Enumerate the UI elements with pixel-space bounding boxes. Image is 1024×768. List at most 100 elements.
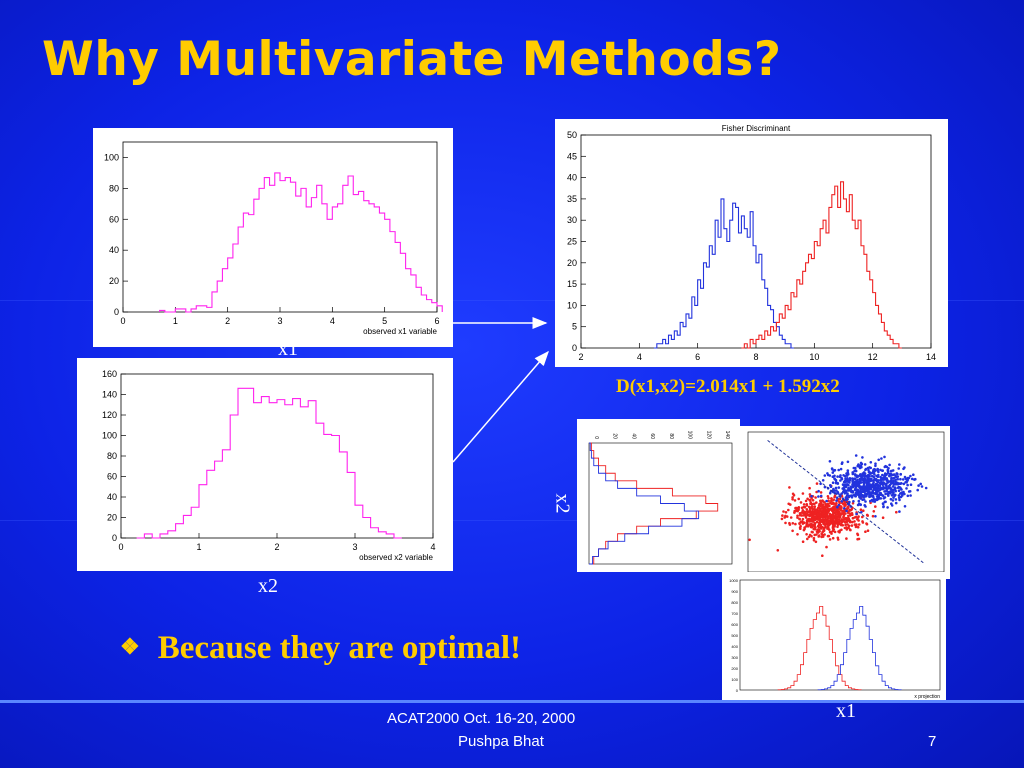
scatter-point-blue	[899, 477, 902, 481]
scatter-point-blue	[819, 482, 822, 486]
scatter-point-blue	[909, 494, 912, 497]
scatter-point-blue	[837, 468, 840, 472]
scatter-point-blue	[910, 477, 914, 481]
scatter-point-red	[830, 499, 833, 503]
scatter-point-blue	[898, 498, 901, 502]
scatter-point-red	[829, 521, 832, 525]
scatter-point-blue	[874, 477, 878, 481]
scatter-point-blue	[894, 489, 897, 493]
scatter-point-blue	[869, 494, 873, 498]
scatter-point-red	[819, 491, 823, 494]
scatter-point-blue	[872, 496, 875, 499]
scatter-point-blue	[875, 488, 878, 491]
scatter-point-blue	[883, 455, 886, 459]
scatter-point-blue	[844, 498, 848, 502]
scatter-point-blue	[864, 492, 867, 496]
bullet-text: Because they are optimal!	[157, 630, 521, 666]
scatter-point-blue	[826, 473, 830, 477]
scatter-point-red	[823, 533, 826, 536]
x2-hist-ytick-label: 140	[102, 390, 117, 400]
scatter-point-red	[851, 516, 855, 520]
scatter-point-red	[833, 494, 837, 498]
projx2-frame	[588, 442, 733, 565]
scatter-point-blue	[863, 490, 866, 494]
scatter-point-red	[794, 506, 798, 510]
scatter-point-blue	[863, 504, 866, 507]
scatter-point-red	[824, 516, 827, 520]
scatter-point-red	[881, 516, 885, 519]
scatter-point-red	[799, 524, 802, 528]
projx1-ytick-label: 200	[731, 666, 738, 671]
scatter-point-blue	[854, 495, 857, 498]
scatter-point-red	[834, 502, 838, 505]
scatter-point-blue	[871, 500, 875, 503]
scatter-point-blue	[850, 494, 854, 497]
scatter-point-blue	[832, 487, 835, 491]
scatter-point-red	[748, 538, 751, 542]
scatter-point-blue	[875, 490, 878, 494]
bullet-point: ❖ Because they are optimal!	[120, 630, 521, 667]
scatter-point-blue	[916, 488, 919, 492]
scatter-point-red	[813, 512, 816, 515]
scatter-point-blue	[874, 462, 877, 465]
x1-bottom-label: x1	[836, 700, 856, 722]
scatter-point-blue	[906, 494, 910, 498]
scatter-point-blue	[817, 489, 820, 493]
scatter-point-red	[849, 512, 852, 516]
scatter-point-blue	[876, 483, 879, 487]
backdrop-line	[0, 520, 1024, 521]
scatter-point-blue	[863, 474, 866, 477]
scatter-point-red	[806, 537, 809, 541]
scatter-point-blue	[867, 490, 870, 493]
footer-author: Pushpa Bhat	[458, 733, 544, 750]
fisher-series-red	[741, 181, 902, 349]
scatter-point-red	[817, 506, 820, 510]
scatter-point-red	[850, 524, 854, 527]
diamond-bullet-icon: ❖	[120, 634, 140, 659]
scatter-point-red	[832, 502, 836, 506]
x1-hist-xtick-label: 2	[225, 316, 230, 326]
scatter-point-blue	[840, 492, 843, 495]
scatter-point-blue	[917, 484, 920, 487]
scatter-point-red	[874, 505, 877, 508]
scatter-point-blue	[882, 505, 885, 509]
scatter-point-red	[812, 536, 816, 540]
scatter-point-red	[856, 532, 859, 536]
scatter-point-red	[787, 502, 790, 506]
scatter-point-blue	[857, 499, 861, 503]
scatter-point-red	[819, 523, 823, 527]
scatter-point-blue	[849, 487, 853, 490]
scatter-point-blue	[884, 483, 887, 486]
scatter-point-blue	[843, 474, 847, 478]
x1-hist-xtick-label: 6	[434, 316, 439, 326]
scatter-point-blue	[844, 483, 847, 486]
scatter-point-red	[817, 526, 821, 529]
scatter-point-red	[834, 520, 837, 523]
scatter-point-red	[805, 523, 808, 526]
scatter-point-blue	[876, 467, 879, 471]
scatter-point-red	[831, 520, 835, 523]
x2-hist-ytick-label: 60	[107, 472, 117, 482]
scatter-point-blue	[881, 473, 884, 477]
scatter-point-blue	[894, 475, 898, 479]
scatter-point-blue	[885, 477, 889, 480]
scatter-point-red	[805, 521, 809, 524]
scatter-point-red	[835, 511, 838, 514]
x2-hist-ytick-label: 120	[102, 410, 117, 420]
projx1-frame	[739, 579, 941, 691]
scatter-point-red	[802, 521, 805, 524]
scatter-point-red	[824, 525, 827, 529]
scatter-point-blue	[876, 480, 880, 484]
scatter-point-blue	[897, 467, 900, 470]
scatter-point-red	[826, 495, 830, 498]
scatter-point-blue	[903, 505, 907, 508]
scatter-point-red	[830, 516, 833, 520]
scatter-point-blue	[879, 475, 882, 479]
scatter-point-red	[825, 512, 829, 515]
scatter-point-red	[797, 497, 800, 501]
scatter-point-blue	[896, 486, 900, 490]
scatter-point-blue	[891, 485, 895, 488]
scatter-point-blue	[877, 473, 880, 477]
scatter-point-red	[821, 499, 824, 502]
